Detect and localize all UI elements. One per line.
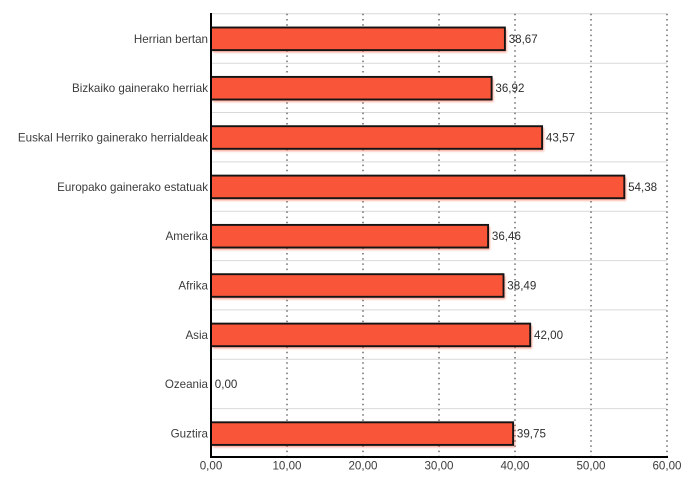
svg-text:54,38: 54,38: [628, 181, 657, 194]
svg-text:0,00: 0,00: [215, 378, 238, 391]
svg-text:36,46: 36,46: [492, 230, 521, 243]
svg-text:40,00: 40,00: [500, 460, 529, 473]
svg-text:38,49: 38,49: [507, 280, 536, 293]
svg-text:Asia: Asia: [185, 329, 208, 342]
svg-text:60,00: 60,00: [652, 460, 681, 473]
svg-text:38,67: 38,67: [509, 33, 538, 46]
svg-text:30,00: 30,00: [424, 460, 453, 473]
svg-text:50,00: 50,00: [576, 460, 605, 473]
svg-text:0,00: 0,00: [200, 460, 223, 473]
svg-text:43,57: 43,57: [546, 132, 575, 145]
svg-text:42,00: 42,00: [534, 329, 563, 342]
svg-text:Guztira: Guztira: [171, 428, 209, 441]
svg-text:39,75: 39,75: [517, 428, 546, 441]
svg-text:Amerika: Amerika: [165, 230, 208, 243]
svg-text:10,00: 10,00: [272, 460, 301, 473]
svg-text:Ozeania: Ozeania: [165, 378, 209, 391]
svg-text:Bizkaiko gainerako herriak: Bizkaiko gainerako herriak: [72, 82, 208, 95]
svg-text:Afrika: Afrika: [178, 280, 208, 293]
svg-text:Euskal Herriko gainerako herri: Euskal Herriko gainerako herrialdeak: [18, 132, 208, 145]
svg-text:36,92: 36,92: [495, 82, 524, 95]
svg-text:Herrian bertan: Herrian bertan: [134, 33, 208, 46]
svg-text:Europako gainerako estatuak: Europako gainerako estatuak: [57, 181, 208, 194]
svg-text:20,00: 20,00: [348, 460, 377, 473]
